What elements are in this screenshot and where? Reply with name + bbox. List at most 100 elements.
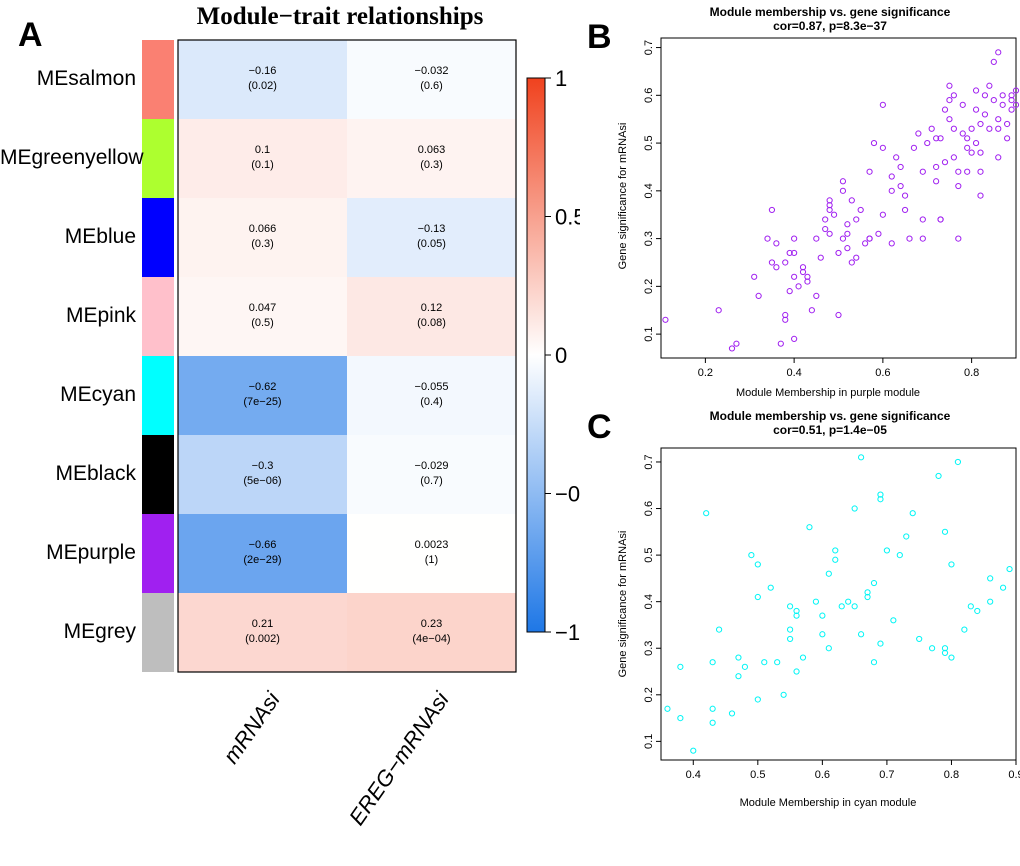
data-point xyxy=(964,144,971,151)
data-point xyxy=(968,125,975,132)
cell-pvalue: (4e−04) xyxy=(412,632,451,645)
x-tick-label: 0.2 xyxy=(698,367,713,379)
data-point xyxy=(786,635,794,643)
data-point xyxy=(937,135,944,142)
heatmap-cell-text: 0.066 (0.3) xyxy=(178,222,347,252)
module-label: MEsalmon xyxy=(36,66,136,90)
data-point xyxy=(999,584,1007,591)
plot-frame xyxy=(660,37,1017,359)
cell-pvalue: (0.3) xyxy=(251,237,274,250)
data-point xyxy=(703,510,710,517)
data-point xyxy=(793,668,800,675)
data-point xyxy=(1008,106,1015,113)
module-label: MEcyan xyxy=(60,382,136,406)
data-point xyxy=(786,603,794,610)
data-point xyxy=(977,192,984,199)
data-point xyxy=(995,154,1002,161)
data-point xyxy=(875,230,882,237)
data-point xyxy=(735,654,742,661)
data-point xyxy=(879,101,886,108)
data-point xyxy=(919,235,926,242)
data-point xyxy=(761,659,768,666)
data-point xyxy=(1008,96,1015,104)
y-tick-label: 0.6 xyxy=(643,501,655,516)
data-point xyxy=(838,603,845,610)
data-point xyxy=(839,187,847,194)
data-point xyxy=(924,139,931,147)
data-point xyxy=(664,705,671,712)
data-point xyxy=(981,111,989,118)
data-point xyxy=(879,211,886,218)
data-point xyxy=(812,598,820,605)
heatmap-cell xyxy=(347,593,516,672)
data-point xyxy=(1004,135,1011,142)
data-point xyxy=(853,254,860,261)
data-point xyxy=(835,249,842,257)
cell-correlation: 0.12 xyxy=(420,301,443,314)
y-tick-label: 0.5 xyxy=(643,135,655,150)
data-point xyxy=(808,307,815,314)
data-point xyxy=(937,216,944,223)
data-point xyxy=(974,607,981,615)
heatmap-cell xyxy=(178,277,347,356)
data-point xyxy=(995,116,1002,123)
scatter-b-ylabel: Gene significance for mRNAsi xyxy=(617,122,629,270)
cell-pvalue: (7e−25) xyxy=(243,395,282,408)
heatmap-cell-text: 0.23 (4e−04) xyxy=(347,617,516,647)
y-tick-label: 0.3 xyxy=(643,641,655,656)
data-point xyxy=(857,631,865,638)
data-point xyxy=(959,101,966,108)
data-point xyxy=(928,125,935,132)
data-point xyxy=(773,240,780,247)
heatmap-cell-text: 0.21 (0.002) xyxy=(178,617,347,647)
scatter-c-xlabel: Module Membership in cyan module xyxy=(739,797,917,809)
heatmap-cell-text: −0.029 (0.7) xyxy=(347,459,516,489)
data-point xyxy=(866,168,873,175)
data-point xyxy=(782,316,789,323)
y-tick-label: 0.2 xyxy=(643,279,655,294)
data-point xyxy=(933,163,940,171)
data-point xyxy=(804,273,811,280)
data-point xyxy=(955,235,962,242)
heatmap-cell xyxy=(178,593,347,672)
data-point xyxy=(987,598,994,605)
data-point xyxy=(941,649,949,656)
cell-pvalue: (0.5) xyxy=(251,316,274,329)
data-point xyxy=(901,206,909,214)
cell-correlation: −0.66 xyxy=(248,538,277,551)
x-tick-label: 0.4 xyxy=(686,769,701,781)
cell-pvalue: (0.02) xyxy=(248,79,277,92)
data-point xyxy=(826,206,833,214)
data-point xyxy=(782,259,789,266)
x-tick-label: 0.5 xyxy=(750,769,765,781)
data-point xyxy=(977,120,984,128)
y-tick-label: 0.3 xyxy=(643,231,655,246)
data-point xyxy=(995,49,1002,56)
heatmap-cell-text: 0.12 (0.08) xyxy=(347,301,516,331)
data-point xyxy=(751,273,758,280)
data-point xyxy=(844,245,851,252)
heatmap-cell-text: 0.047 (0.5) xyxy=(178,301,347,331)
data-point xyxy=(677,714,684,722)
data-point xyxy=(964,168,971,175)
data-point xyxy=(948,561,955,568)
data-point xyxy=(999,92,1006,99)
data-point xyxy=(754,593,761,601)
x-tick-label: 0.6 xyxy=(875,367,890,379)
cell-pvalue: (0.05) xyxy=(417,237,446,250)
y-tick-label: 0.7 xyxy=(643,454,655,469)
data-point xyxy=(937,216,944,223)
data-point xyxy=(910,144,918,151)
data-point xyxy=(946,116,953,123)
data-point xyxy=(941,159,949,166)
data-point xyxy=(735,673,742,680)
data-point xyxy=(848,259,855,266)
y-tick-label: 0.1 xyxy=(643,734,655,749)
data-point xyxy=(870,139,878,147)
data-point xyxy=(1012,87,1020,94)
legend-colorbar xyxy=(526,77,546,633)
data-point xyxy=(813,292,820,300)
data-point xyxy=(864,589,871,596)
data-point xyxy=(844,221,851,228)
cell-pvalue: (0.002) xyxy=(245,632,280,645)
